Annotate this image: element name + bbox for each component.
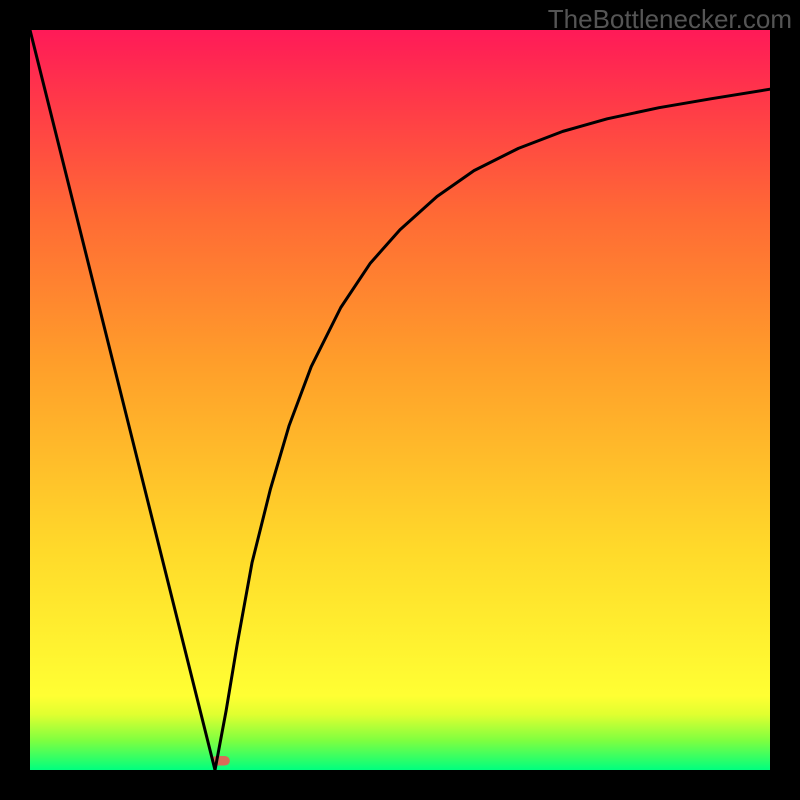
watermark-text: TheBottlenecker.com: [548, 0, 800, 35]
plot-frame: [0, 770, 800, 800]
bottleneck-chart: [0, 0, 800, 800]
plot-frame: [0, 0, 30, 800]
plot-background: [30, 30, 770, 770]
plot-frame: [770, 0, 800, 800]
